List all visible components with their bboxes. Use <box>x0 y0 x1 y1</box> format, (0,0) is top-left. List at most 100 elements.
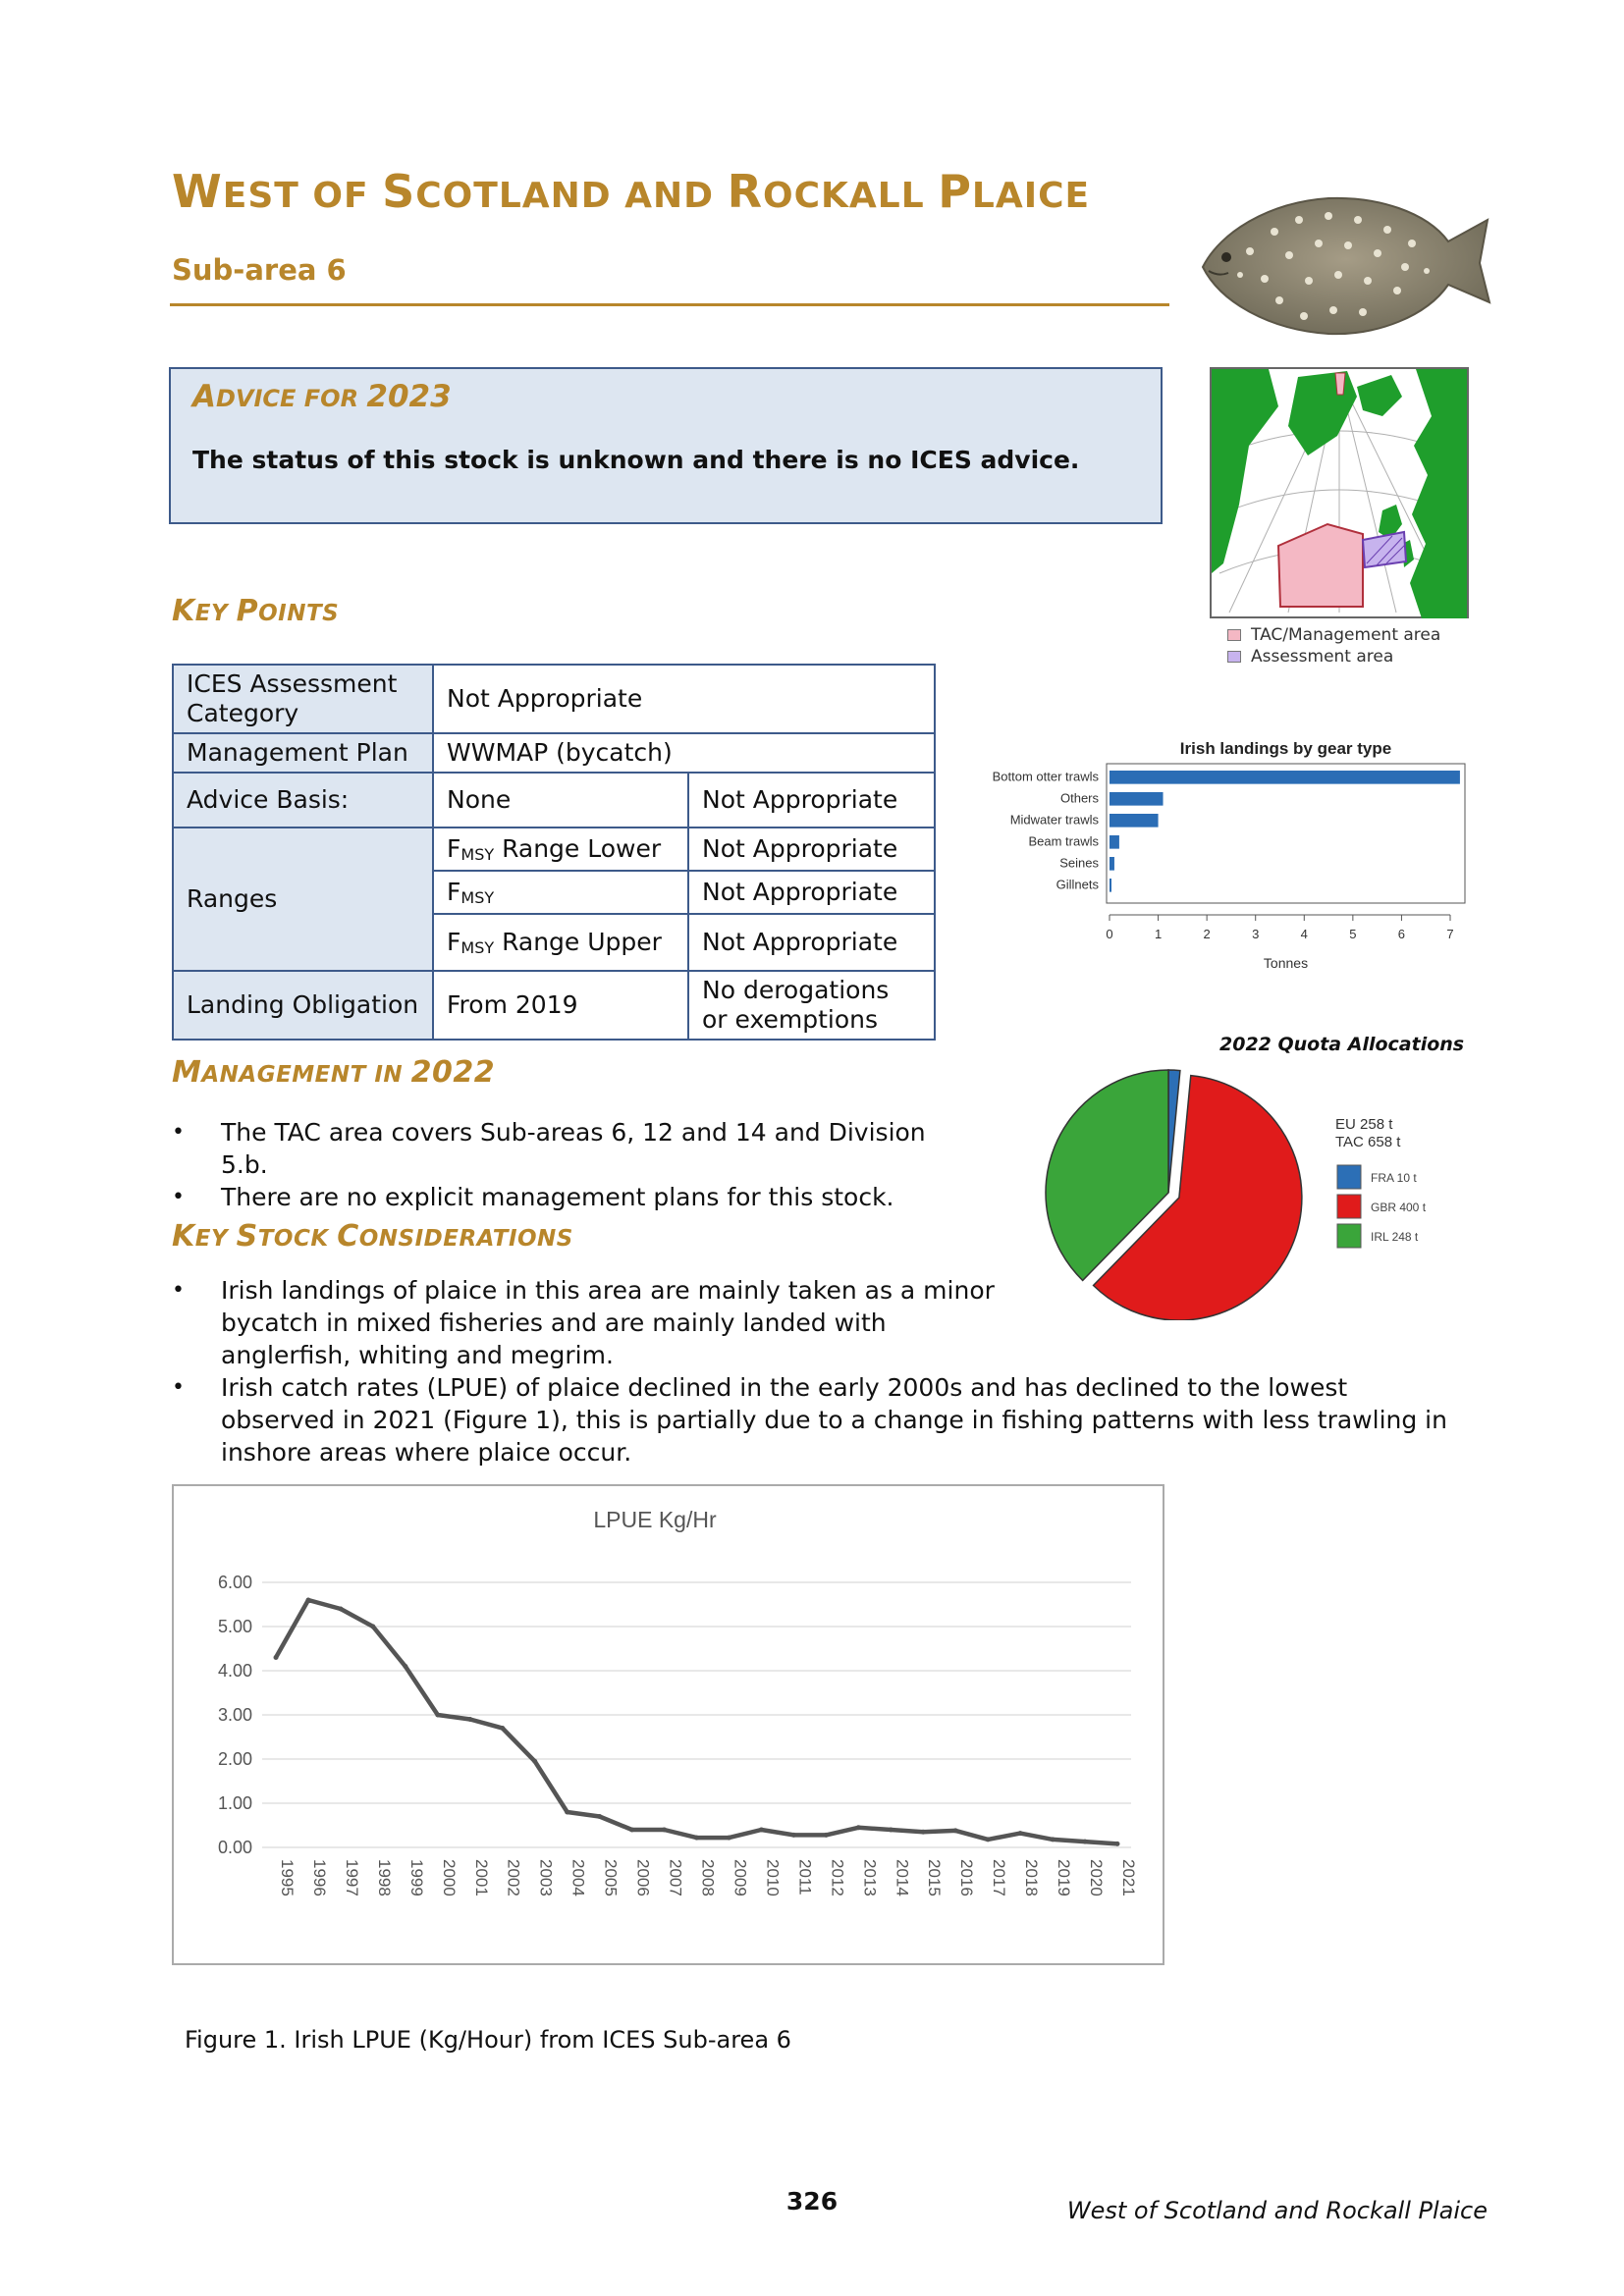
assessment-swatch-icon <box>1227 651 1241 663</box>
data-point <box>855 1825 861 1831</box>
table-row: FMSY Not Appropriate <box>173 870 936 915</box>
category-label: Gillnets <box>1056 878 1100 892</box>
page-title: WEST OF SCOTLAND AND ROCKALL PLAICE <box>172 165 1090 218</box>
heading-text: ANAGEMENT IN <box>201 1062 411 1088</box>
y-tick-label: 3.00 <box>218 1705 252 1725</box>
line-chart-title: LPUE Kg/Hr <box>593 1507 717 1532</box>
x-tick-label: 2005 <box>602 1859 621 1896</box>
heading-letter: C <box>337 1219 359 1254</box>
management-heading: MANAGEMENT IN 2022 <box>172 1055 495 1090</box>
x-tick-label: 2011 <box>795 1859 814 1896</box>
data-point <box>1017 1831 1023 1837</box>
running-footer-title: West of Scotland and Rockall Plaice <box>1066 2197 1488 2224</box>
tac-area-shape <box>1276 522 1364 608</box>
fmsy-range-lower-label: FMSY Range Lower <box>432 827 689 872</box>
list-item: Irish catch rates (LPUE) of plaice decli… <box>172 1371 1448 1468</box>
data-point <box>467 1717 473 1722</box>
data-point <box>565 1809 570 1815</box>
x-tick-label: 2004 <box>569 1859 588 1896</box>
data-point <box>305 1597 311 1603</box>
x-tick-label: 2020 <box>1087 1859 1106 1896</box>
title-letter: R <box>727 165 763 218</box>
bar <box>1110 857 1114 871</box>
x-tick-label: 2 <box>1204 927 1211 941</box>
x-tick-label: 5 <box>1349 927 1356 941</box>
x-tick-label: 1999 <box>407 1859 426 1896</box>
msy-subscript: MSY <box>460 844 495 864</box>
pie-slice <box>1092 1074 1303 1320</box>
table-row: Management Plan WWMAP (bycatch) <box>172 732 936 774</box>
data-point <box>662 1827 668 1833</box>
legend-swatch <box>1336 1164 1362 1190</box>
heading-letter: K <box>172 1219 195 1254</box>
data-point <box>273 1655 279 1660</box>
range-upper-value: Not Appropriate <box>687 913 936 972</box>
advice-heading-text: DVICE FOR <box>216 385 367 412</box>
heading-letter: P <box>236 594 259 628</box>
heading-text: OINTS <box>258 601 340 626</box>
x-tick-label: 3 <box>1252 927 1259 941</box>
figure-caption: Figure 1. Irish LPUE (Kg/Hour) from ICES… <box>185 2026 791 2054</box>
y-tick-label: 5.00 <box>218 1617 252 1636</box>
x-tick-label: 2013 <box>860 1859 879 1896</box>
considerations-heading: KEY STOCK CONSIDERATIONS <box>172 1219 573 1254</box>
legend-item-assessment: Assessment area <box>1227 646 1440 667</box>
legend-label: Assessment area <box>1251 647 1394 667</box>
landing-obligation-value: From 2019 <box>432 970 689 1041</box>
map-legend: TAC/Management area Assessment area <box>1227 624 1440 667</box>
pie-slice <box>1167 1069 1181 1194</box>
heading-text: ONSIDERATIONS <box>358 1226 573 1252</box>
landing-obligation-label: Landing Obligation <box>172 970 434 1041</box>
tac-swatch-icon <box>1227 629 1241 641</box>
advice-basis-value: None <box>432 772 689 828</box>
data-point <box>1114 1841 1120 1846</box>
data-point <box>403 1664 408 1669</box>
list-item: There are no explicit management plans f… <box>172 1181 938 1213</box>
data-point <box>985 1837 991 1842</box>
x-tick-label: 1 <box>1155 927 1162 941</box>
table-row: Ranges FMSY Range Lower Not Appropriate <box>172 827 936 972</box>
data-point <box>1082 1839 1088 1844</box>
series-line <box>274 1597 1118 1846</box>
title-letter: S <box>382 165 416 218</box>
legend-label: IRL 248 t <box>1371 1230 1419 1244</box>
key-points-table: ICES Assessment Category Not Appropriate… <box>172 664 936 1041</box>
x-tick-label: 2021 <box>1119 1859 1138 1896</box>
pie-annotation: EU 258 t <box>1335 1116 1393 1133</box>
page-number: 326 <box>785 2187 839 2216</box>
heading-letter: K <box>172 594 195 628</box>
title-text: LAICE <box>971 176 1091 216</box>
quota-chart-title: 2022 Quota Allocations <box>1219 1034 1465 1055</box>
advice-heading: ADVICE FOR 2023 <box>192 379 452 414</box>
fmsy-value: Not Appropriate <box>687 870 936 915</box>
x-tick-label: 1998 <box>375 1859 394 1896</box>
advice-text: The status of this stock is unknown and … <box>192 446 1080 474</box>
title-letter: P <box>938 165 972 218</box>
bar-chart-title: Irish landings by gear type <box>1180 739 1391 758</box>
data-point <box>790 1832 796 1838</box>
considerations-list: Irish landings of plaice in this area ar… <box>172 1274 1448 1468</box>
page-subtitle: Sub-area 6 <box>172 253 347 287</box>
ices-category-label: ICES Assessment Category <box>172 664 434 734</box>
x-tick-label: 2015 <box>925 1859 944 1896</box>
x-tick-label: 2012 <box>828 1859 846 1896</box>
bar <box>1110 792 1164 806</box>
title-text: COTLAND AND <box>415 176 728 216</box>
title-letter: W <box>172 165 223 218</box>
x-tick-label: 7 <box>1446 927 1453 941</box>
range-upper-text: Range Upper <box>494 927 662 956</box>
legend-item-tac: TAC/Management area <box>1227 624 1440 646</box>
fmsy-label: FMSY <box>432 870 689 915</box>
y-tick-label: 4.00 <box>218 1661 252 1681</box>
category-label: Seines <box>1059 856 1099 871</box>
x-tick-label: 2017 <box>990 1859 1008 1896</box>
data-point <box>500 1726 506 1731</box>
x-tick-label: 6 <box>1398 927 1405 941</box>
data-point <box>888 1827 893 1833</box>
y-tick-label: 0.00 <box>218 1838 252 1857</box>
pie-annotation: TAC 658 t <box>1335 1134 1401 1150</box>
list-item: The TAC area covers Sub-areas 6, 12 and … <box>172 1116 938 1181</box>
heading-letter: M <box>172 1055 202 1090</box>
x-axis-label: Tonnes <box>1264 955 1308 970</box>
category-label: Midwater trawls <box>1010 813 1100 828</box>
